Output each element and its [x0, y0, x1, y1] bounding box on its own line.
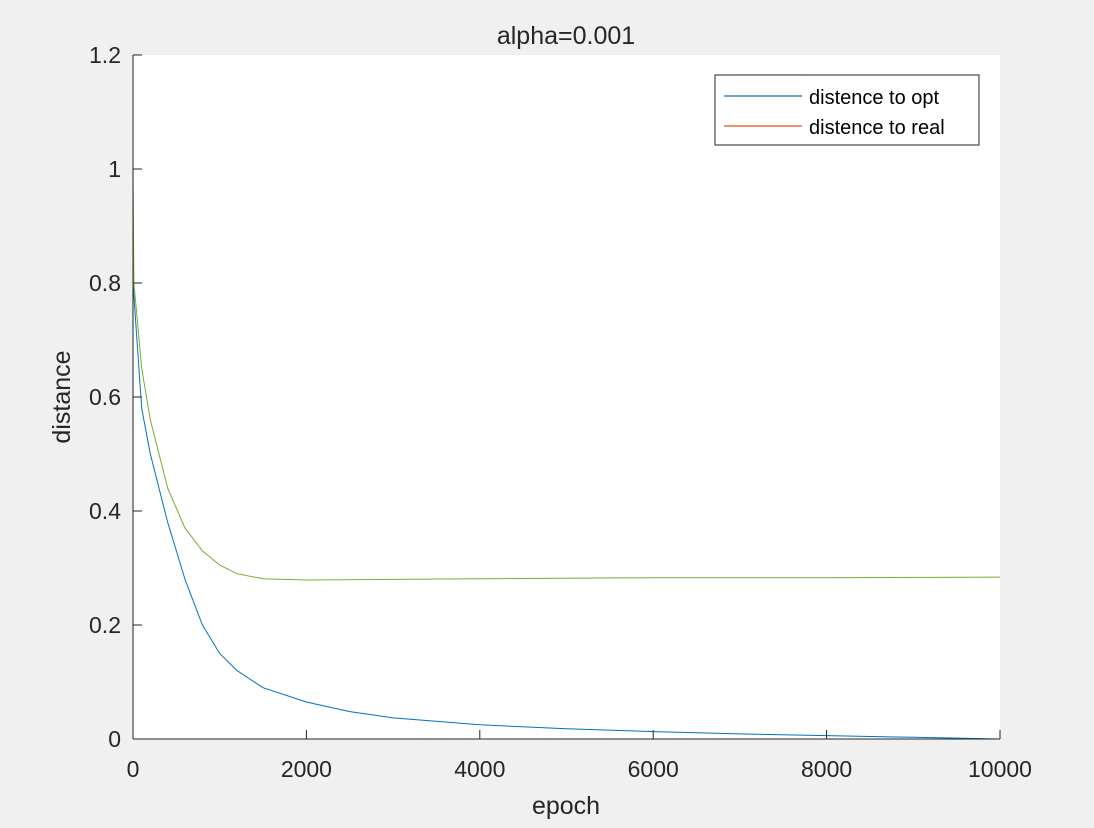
y-ticks: 0 0.2 0.4 0.6 0.8 1 1.2: [89, 42, 142, 752]
legend-label-real: distence to real: [809, 117, 945, 139]
y-tick-label: 0: [108, 726, 121, 752]
legend-box: [714, 74, 980, 146]
legend: distence to opt distence to real: [714, 74, 980, 146]
y-tick-label: 0.8: [89, 270, 121, 296]
y-tick-label: 0.2: [89, 612, 121, 638]
x-tick-label: 2000: [281, 756, 332, 782]
legend-label-opt: distence to opt: [809, 87, 940, 109]
x-tick-label: 4000: [454, 756, 505, 782]
chart-title: alpha=0.001: [497, 22, 635, 50]
series-line-2: [132, 168, 1001, 581]
y-tick-label: 1: [108, 156, 121, 182]
y-tick-label: 0.4: [89, 498, 121, 524]
y-axis-label: distance: [48, 350, 76, 443]
x-axis-label: epoch: [532, 792, 600, 820]
x-tick-label: 10000: [968, 756, 1032, 782]
series-line-0: [132, 282, 1001, 740]
x-ticks: 0 2000 4000 6000 8000 10000: [127, 730, 1032, 782]
plot-area: [133, 55, 1000, 739]
x-tick-label: 8000: [801, 756, 852, 782]
y-tick-label: 1.2: [89, 42, 121, 68]
x-tick-label: 6000: [628, 756, 679, 782]
x-tick-label: 0: [127, 756, 140, 782]
y-tick-label: 0.6: [89, 384, 121, 410]
